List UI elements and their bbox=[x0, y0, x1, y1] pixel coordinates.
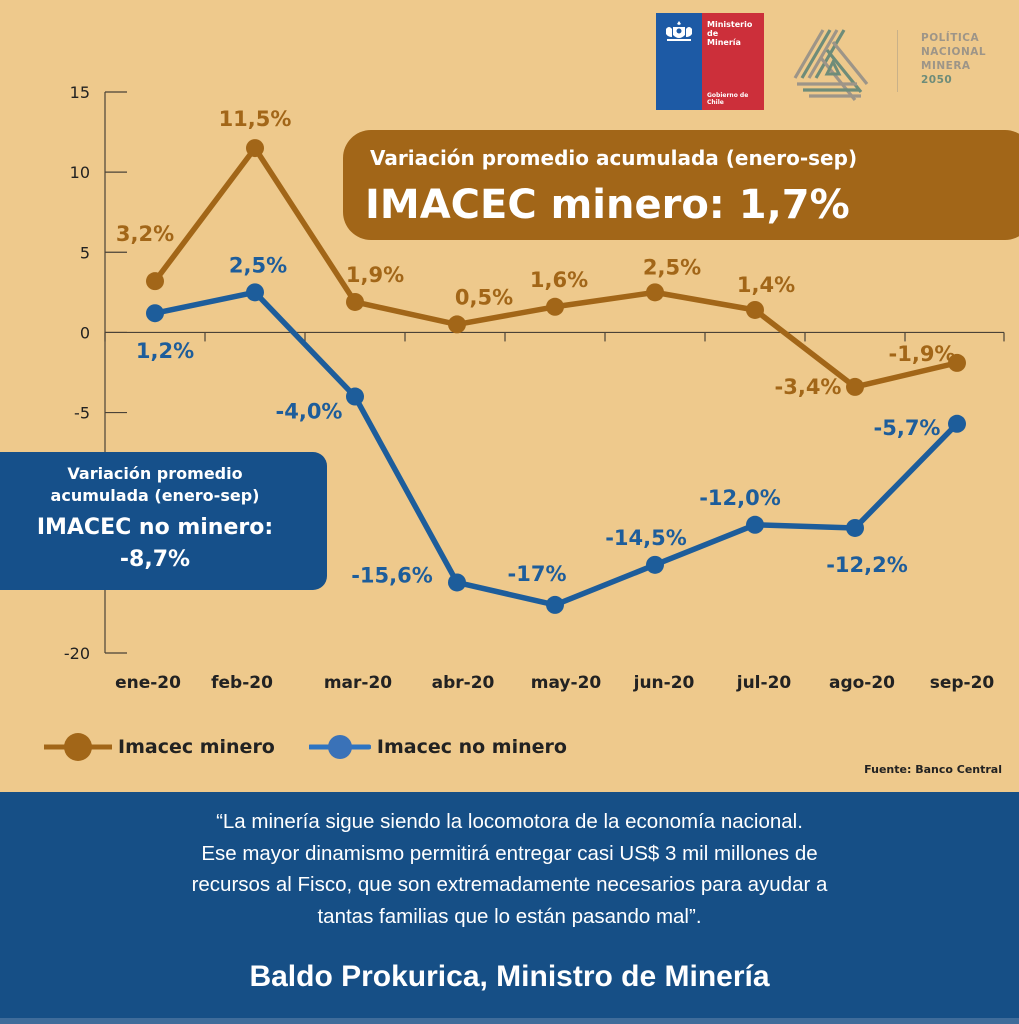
source-note: Fuente: Banco Central bbox=[864, 763, 1002, 776]
legend-item-minero: Imacec minero bbox=[44, 732, 275, 762]
data-label: -17% bbox=[508, 562, 567, 586]
data-point bbox=[746, 300, 764, 319]
legend-item-no-minero: Imacec no minero bbox=[308, 732, 567, 762]
x-tick-label: feb-20 bbox=[211, 673, 273, 693]
data-point bbox=[846, 518, 864, 537]
x-tick-label: abr-20 bbox=[432, 673, 495, 693]
y-tick-label: -20 bbox=[64, 644, 90, 663]
callout-minero-headline: IMACEC minero: 1,7% bbox=[365, 182, 850, 228]
line-chart: 15 10 5 0 -5 -20 ene-20 feb-20 mar-20 abr-20 may-2… bbox=[64, 83, 1005, 693]
data-point bbox=[646, 555, 664, 574]
government-label: Gobierno de Chile bbox=[707, 92, 749, 106]
legend-label-no-minero: Imacec no minero bbox=[376, 736, 567, 758]
y-tick-label: 10 bbox=[70, 163, 90, 182]
x-tick-label: jul-20 bbox=[736, 673, 792, 693]
ministerio-mineria-logo: Ministerio de Minería Gobierno de Chile bbox=[656, 13, 764, 110]
data-point bbox=[846, 377, 864, 396]
data-label: -1,9% bbox=[889, 342, 956, 366]
chart-legend: Imacec minero Imacec no minero bbox=[44, 732, 567, 762]
quote-author: Baldo Prokurica, Ministro de Minería bbox=[249, 960, 770, 993]
data-point bbox=[948, 353, 966, 372]
y-tick-label: -5 bbox=[74, 404, 90, 423]
legend-marker-no-minero bbox=[308, 735, 371, 759]
chart-axes: 15 10 5 0 -5 -20 ene-20 feb-20 mar-20 abr-20 may-2… bbox=[64, 83, 1005, 693]
data-label: -15,6% bbox=[351, 563, 433, 587]
data-point bbox=[546, 595, 564, 614]
y-tick-label: 0 bbox=[80, 323, 90, 342]
x-tick-label: ene-20 bbox=[115, 673, 181, 693]
y-tick-label: 5 bbox=[80, 243, 90, 262]
data-point bbox=[546, 297, 564, 316]
data-point bbox=[448, 573, 466, 592]
data-label: -12,0% bbox=[699, 486, 781, 510]
logo-red-panel: Ministerio de Minería Gobierno de Chile bbox=[702, 13, 764, 110]
data-label: 0,5% bbox=[455, 285, 513, 309]
data-point bbox=[246, 283, 264, 302]
data-point bbox=[346, 387, 364, 406]
data-label: 2,5% bbox=[643, 255, 701, 279]
callout-no-minero-headline: IMACEC no minero: -8,7% bbox=[36, 515, 274, 572]
y-tick-label: 15 bbox=[70, 83, 90, 102]
data-point bbox=[746, 515, 764, 534]
x-tick-label: jun-20 bbox=[633, 673, 695, 693]
logo-blue-panel bbox=[656, 13, 702, 110]
callout-imacec-minero: Variación promedio acumulada (enero-sep)… bbox=[343, 130, 1019, 240]
data-label: 1,9% bbox=[346, 263, 404, 287]
legend-label-minero: Imacec minero bbox=[118, 736, 275, 758]
chile-coat-of-arms-icon bbox=[666, 21, 692, 41]
callout-imacec-no-minero: Variación promedio acumulada (enero-sep)… bbox=[0, 452, 327, 590]
data-label: 11,5% bbox=[219, 107, 292, 131]
data-point bbox=[948, 414, 966, 433]
data-label: 1,2% bbox=[136, 339, 194, 363]
data-label: 1,4% bbox=[737, 273, 795, 297]
data-point bbox=[646, 283, 664, 302]
callout-no-minero-subtitle: Variación promedio acumulada (enero-sep) bbox=[50, 464, 260, 505]
legend-marker-minero bbox=[44, 733, 112, 761]
data-point bbox=[146, 304, 164, 323]
footer-bottom-strip bbox=[0, 1018, 1019, 1024]
data-label: 2,5% bbox=[229, 253, 287, 277]
quote-footer: “La minería sigue siendo la locomotora d… bbox=[0, 792, 1019, 1024]
politica-nacional-minera-text: POLÍTICA NACIONAL MINERA 2050 bbox=[921, 32, 987, 86]
data-point bbox=[346, 292, 364, 311]
ministry-name: Ministerio de Minería bbox=[707, 20, 753, 47]
quote-text: “La minería sigue siendo la locomotora d… bbox=[191, 810, 828, 928]
series-layer bbox=[146, 139, 966, 614]
x-tick-label: may-20 bbox=[531, 673, 602, 693]
data-label: -12,2% bbox=[826, 553, 908, 577]
callout-minero-subtitle: Variación promedio acumulada (enero-sep) bbox=[370, 146, 858, 170]
data-point bbox=[146, 272, 164, 291]
data-point bbox=[246, 139, 264, 158]
x-tick-label: sep-20 bbox=[930, 673, 995, 693]
data-label: -4,0% bbox=[276, 400, 343, 424]
data-labels-layer: 3,2% 11,5% 1,9% 0,5% 1,6% 2,5% 1,4% -3,4% -1,9% 1… bbox=[116, 107, 956, 587]
logo-divider bbox=[897, 30, 898, 92]
x-tick-label: mar-20 bbox=[324, 673, 392, 693]
data-label: -14,5% bbox=[605, 526, 687, 550]
triangle-stripes-logo bbox=[793, 29, 869, 102]
data-label: -3,4% bbox=[775, 375, 842, 399]
data-label: -5,7% bbox=[874, 416, 941, 440]
x-tick-label: ago-20 bbox=[829, 673, 895, 693]
data-point bbox=[448, 315, 466, 334]
data-label: 1,6% bbox=[530, 268, 588, 292]
data-label: 3,2% bbox=[116, 222, 174, 246]
